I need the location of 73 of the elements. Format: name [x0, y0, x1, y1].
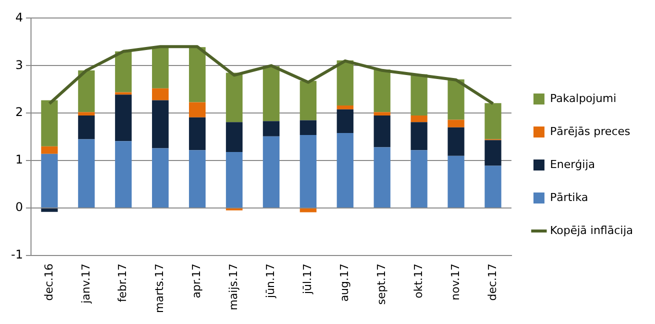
- bar: [152, 100, 169, 148]
- x-tick-label: apr.17: [190, 263, 204, 298]
- y-tick-label: 0: [15, 200, 23, 214]
- x-tick-label: dec.16: [42, 263, 56, 301]
- x-tick-label: maijs.17: [227, 263, 240, 310]
- legend-label: Pārējās preces: [550, 124, 630, 138]
- legend-label: Pakalpojumi: [550, 92, 616, 105]
- bar: [115, 92, 132, 95]
- bar: [300, 80, 316, 120]
- x-tick-label: janv.17: [79, 263, 92, 304]
- x-tick-label: febr.17: [116, 263, 130, 302]
- y-tick-label: 2: [15, 105, 23, 120]
- bar: [374, 115, 390, 148]
- bar: [410, 115, 428, 122]
- bar: [78, 112, 95, 116]
- bar: [226, 72, 243, 122]
- y-tick-label: 3: [15, 58, 23, 72]
- legend-label: Pārtika: [550, 190, 588, 204]
- bar: [262, 66, 280, 122]
- bar: [300, 120, 316, 135]
- y-tick-label: 1: [15, 152, 23, 167]
- bar: [484, 140, 502, 166]
- bar: [300, 208, 316, 212]
- bar: [41, 146, 58, 154]
- bar: [262, 136, 280, 208]
- y-tick-label: -1: [10, 248, 23, 262]
- bar: [336, 133, 354, 208]
- bar: [115, 94, 132, 142]
- bar: [115, 51, 132, 92]
- bar: [448, 127, 464, 156]
- bar: [336, 106, 354, 110]
- bar: [188, 102, 206, 118]
- bar: [262, 121, 280, 136]
- bar: [484, 166, 502, 208]
- bar: [152, 148, 169, 208]
- x-tick-label: aug.17: [338, 263, 351, 302]
- bar: [152, 88, 169, 100]
- x-tick-label: jūn.17: [264, 263, 278, 299]
- bar: [448, 156, 464, 208]
- bar: [448, 79, 464, 120]
- bar: [410, 150, 428, 208]
- bar: [188, 117, 206, 150]
- x-tick-label: okt.17: [412, 263, 425, 298]
- bar: [152, 48, 169, 88]
- x-tick-label: sept.17: [374, 263, 388, 305]
- bar: [78, 115, 95, 140]
- bar: [41, 100, 58, 146]
- bar: [188, 47, 206, 102]
- bar: [410, 74, 428, 116]
- bar: [300, 134, 316, 208]
- x-tick-label: dec.17: [486, 263, 499, 301]
- bar: [374, 147, 390, 208]
- y-tick-label: 4: [15, 10, 23, 24]
- bar: [188, 150, 206, 208]
- legend-label: Enerģija: [550, 158, 596, 171]
- x-tick-label: marts.17: [153, 263, 166, 314]
- bar: [115, 141, 132, 208]
- bar: [78, 139, 95, 208]
- bar: [336, 60, 354, 106]
- bar: [374, 69, 390, 112]
- bar: [226, 122, 243, 152]
- bar: [336, 109, 354, 134]
- bar: [448, 120, 464, 128]
- bar: [78, 70, 95, 112]
- legend-label: Kopējā inflācija: [550, 224, 634, 237]
- x-tick-label: jūl.17: [301, 263, 314, 296]
- bar: [41, 154, 58, 208]
- bar: [484, 103, 502, 140]
- bar: [226, 152, 243, 208]
- bar: [410, 122, 428, 150]
- x-tick-label: nov.17: [448, 263, 462, 300]
- bar: [41, 208, 58, 212]
- bar: [374, 112, 390, 116]
